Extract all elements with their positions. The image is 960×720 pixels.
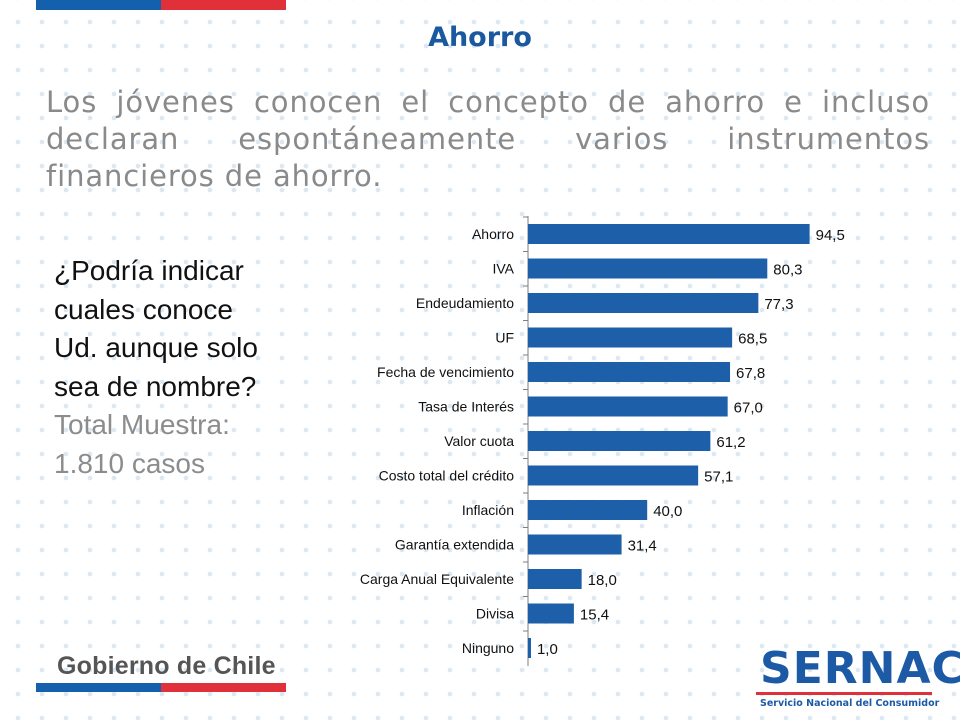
sernac-wordmark: SERNAC — [760, 643, 960, 694]
data-label: 40,0 — [653, 503, 682, 520]
sernac-logo: SERNAC Servicio Nacional del Consumidor — [756, 643, 960, 714]
gobierno-de-chile-logo: Gobierno de Chile — [57, 652, 276, 680]
data-label: 15,4 — [580, 607, 609, 624]
data-label: 80,3 — [773, 262, 802, 279]
data-label: 67,8 — [736, 365, 765, 382]
category-label: Ahorro — [472, 226, 514, 242]
category-label: Garantía extendida — [395, 537, 514, 553]
data-label: 18,0 — [588, 572, 617, 589]
bar-chart: Ahorro 94,5 IVA 80,3 Endeudamiento 77,3 UF 68,5… — [360, 216, 845, 666]
bar — [528, 431, 711, 451]
bar — [528, 362, 731, 382]
sernac-red-rule — [756, 692, 932, 695]
bar — [528, 327, 733, 348]
data-label: 77,3 — [764, 296, 793, 313]
category-label: Ninguno — [462, 640, 514, 656]
bar — [528, 224, 810, 244]
category-label: Divisa — [476, 606, 514, 622]
category-label: IVA — [492, 261, 514, 277]
data-label: 31,4 — [628, 538, 657, 555]
bar — [528, 465, 699, 486]
bar — [528, 293, 759, 313]
sernac-tagline: Servicio Nacional del Consumidor — [760, 698, 940, 709]
bar — [528, 396, 728, 417]
data-label: 94,5 — [816, 227, 845, 244]
category-label: Valor cuota — [444, 433, 514, 449]
category-label: Endeudamiento — [416, 295, 514, 311]
bar — [528, 500, 648, 520]
bar — [528, 534, 622, 555]
data-label: 1,0 — [537, 641, 558, 658]
category-label: Tasa de Interés — [418, 399, 514, 415]
sample-value: 1.810 casos — [54, 447, 205, 479]
category-label: Costo total del crédito — [379, 468, 515, 484]
flag-blue-segment — [36, 683, 161, 692]
data-label: 61,2 — [716, 434, 745, 451]
flag-red-segment — [161, 0, 286, 10]
survey-question-block: ¿Podría indicar cuales conoce Ud. aunque… — [54, 252, 264, 483]
survey-question: ¿Podría indicar cuales conoce Ud. aunque… — [54, 255, 258, 402]
data-label: 67,0 — [734, 400, 763, 417]
data-label: 57,1 — [704, 469, 733, 486]
bar — [528, 258, 768, 279]
bar — [528, 603, 574, 624]
headline-text: Los jóvenes conocen el concepto de ahorr… — [46, 85, 930, 193]
category-label: UF — [495, 330, 514, 346]
bar — [528, 569, 582, 589]
data-label: 68,5 — [738, 331, 767, 348]
category-label: Carga Anual Equivalente — [360, 571, 514, 587]
flag-red-segment — [161, 683, 286, 692]
flag-stripe-bottom — [36, 683, 286, 692]
slide-title: Ahorro — [428, 22, 532, 53]
flag-blue-segment — [36, 0, 161, 10]
category-label: Fecha de vencimiento — [377, 364, 514, 380]
bar — [528, 638, 531, 658]
flag-stripe-top — [36, 0, 286, 10]
sample-label: Total Muestra: — [54, 409, 230, 440]
category-label: Inflación — [462, 502, 514, 518]
